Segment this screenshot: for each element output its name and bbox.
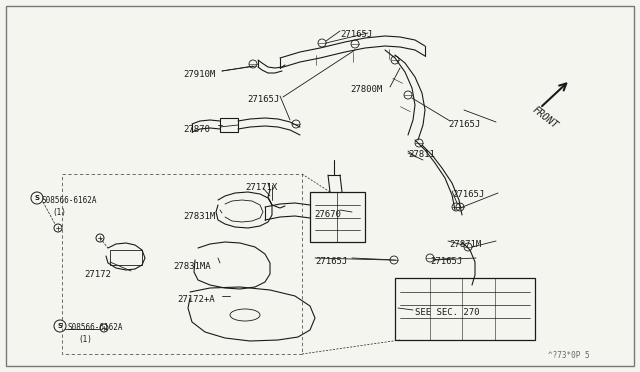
Text: 27171X: 27171X bbox=[245, 183, 277, 192]
Text: S08566-6162A: S08566-6162A bbox=[68, 323, 124, 332]
Text: 27800M: 27800M bbox=[350, 85, 382, 94]
Text: 27670: 27670 bbox=[314, 210, 341, 219]
Text: (1): (1) bbox=[78, 335, 92, 344]
Text: 27165J: 27165J bbox=[247, 95, 279, 104]
Text: S: S bbox=[35, 195, 40, 201]
Text: 27831MA: 27831MA bbox=[173, 262, 211, 271]
Text: FRONT: FRONT bbox=[530, 105, 559, 131]
Bar bbox=[395, 278, 535, 340]
Text: SEE SEC. 270: SEE SEC. 270 bbox=[415, 308, 479, 317]
Bar bbox=[220, 118, 238, 132]
Text: 27870: 27870 bbox=[183, 125, 210, 134]
Text: 27831M: 27831M bbox=[183, 212, 215, 221]
Text: 27165J: 27165J bbox=[452, 190, 484, 199]
Text: 27910M: 27910M bbox=[183, 70, 215, 79]
Text: 27871M: 27871M bbox=[449, 240, 481, 249]
Text: 27811: 27811 bbox=[408, 150, 435, 159]
Text: S: S bbox=[58, 323, 63, 329]
Text: S08566-6162A: S08566-6162A bbox=[42, 196, 97, 205]
Text: 27165J: 27165J bbox=[340, 30, 372, 39]
Text: 27165J: 27165J bbox=[448, 120, 480, 129]
Text: 27172+A: 27172+A bbox=[177, 295, 214, 304]
Text: 27165J: 27165J bbox=[430, 257, 462, 266]
Bar bbox=[310, 192, 365, 242]
Bar bbox=[110, 250, 142, 265]
Text: (1): (1) bbox=[52, 208, 66, 217]
Text: 27172: 27172 bbox=[84, 270, 111, 279]
Text: 27165J: 27165J bbox=[315, 257, 348, 266]
Text: ^?73*0P 5: ^?73*0P 5 bbox=[548, 351, 590, 360]
